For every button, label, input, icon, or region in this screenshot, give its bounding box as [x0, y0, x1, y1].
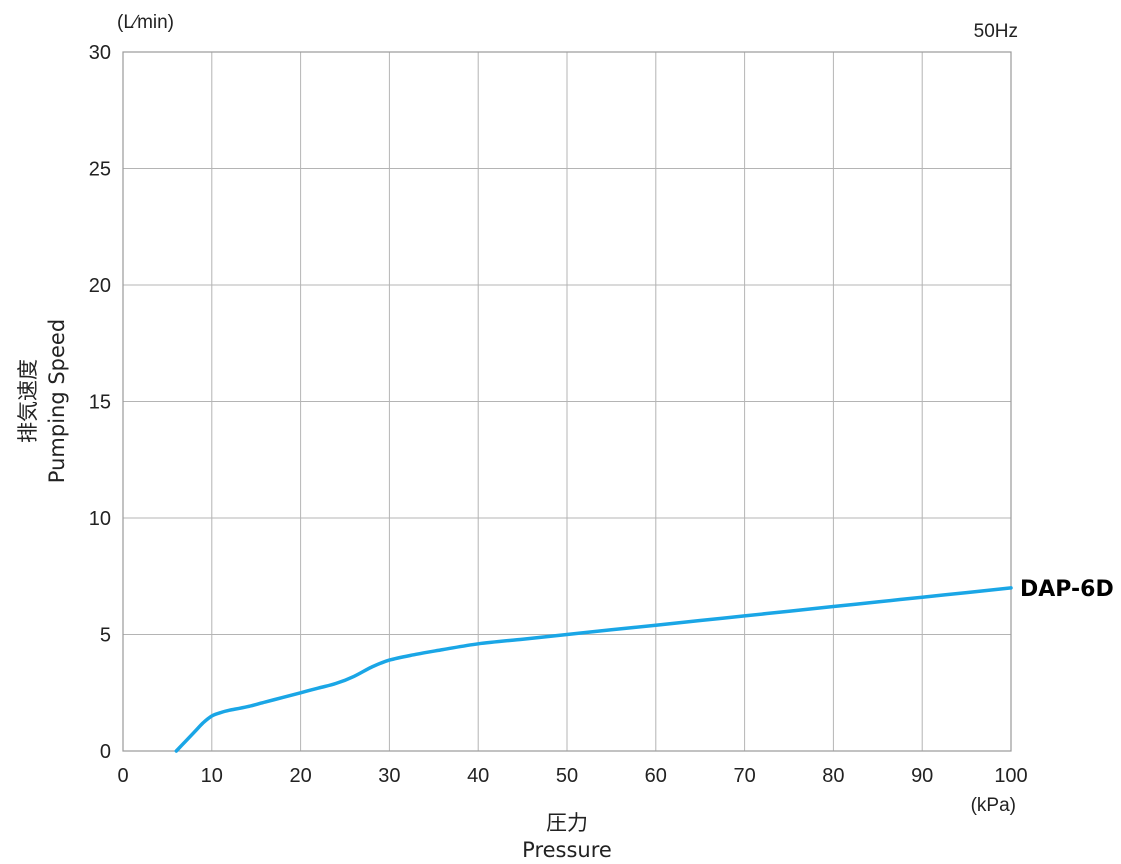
x-tick-label: 10: [201, 765, 223, 787]
frequency-label: 50Hz: [974, 21, 1018, 42]
grid-lines: [123, 52, 1011, 751]
y-tick-label: 25: [89, 159, 111, 181]
y-tick-label: 20: [89, 275, 111, 297]
x-tick-label: 0: [117, 765, 128, 787]
y-tick-label: 15: [89, 392, 111, 414]
plot-frame: [122, 51, 1012, 752]
x-unit-label: (kPa): [971, 795, 1016, 816]
y-tick-labels: 0 5 10 15 20 25 30: [89, 42, 111, 763]
y-axis-title-jp: 排気速度: [16, 359, 40, 443]
series-line-dap-6d: [174, 586, 1013, 753]
x-tick-label: 20: [289, 765, 311, 787]
x-tick-label: 80: [822, 765, 844, 787]
x-tick-label: 90: [911, 765, 933, 787]
y-tick-label: 5: [100, 625, 111, 647]
x-tick-label: 60: [645, 765, 667, 787]
y-unit-label: (L∕min): [117, 12, 174, 33]
y-tick-label: 10: [89, 508, 111, 530]
y-tick-label: 30: [89, 42, 111, 64]
x-tick-label: 50: [556, 765, 578, 787]
x-axis-title-jp: 圧力: [546, 811, 588, 835]
x-tick-labels: 0 10 20 30 40 50 60 70 80 90 100: [117, 765, 1027, 787]
series-lines: DAP-6D: [174, 577, 1114, 753]
y-tick-label: 0: [100, 741, 111, 763]
y-axis-title: Pumping Speed: [45, 319, 69, 483]
x-tick-label: 100: [994, 765, 1027, 787]
x-tick-label: 70: [733, 765, 755, 787]
x-axis-title: Pressure: [522, 838, 612, 862]
x-tick-label: 40: [467, 765, 489, 787]
x-tick-label: 30: [378, 765, 400, 787]
series-label: DAP-6D: [1020, 577, 1114, 602]
